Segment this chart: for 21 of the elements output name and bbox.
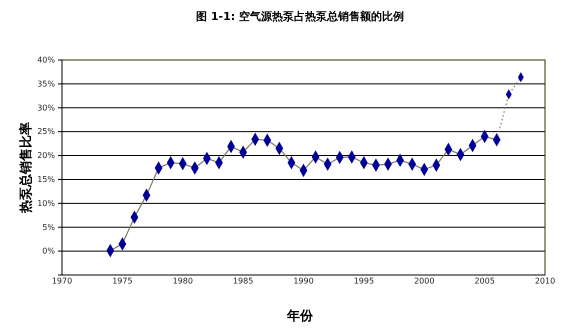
y-tick-label: 20% xyxy=(37,151,56,160)
x-tick-label: 2005 xyxy=(474,276,495,286)
y-tick-label: 25% xyxy=(37,127,56,136)
y-tick-label: 15% xyxy=(37,175,56,184)
x-tick-label: 1975 xyxy=(112,276,133,286)
y-tick-label: 10% xyxy=(37,198,56,208)
x-tick-label: 1995 xyxy=(354,276,374,286)
chart-title: 图 1-1: 空气源热泵占热泵总销售额的比例 xyxy=(196,10,404,23)
x-tick-label: 2000 xyxy=(414,276,434,286)
x-tick-label: 2010 xyxy=(534,276,556,286)
x-tick-label: 1985 xyxy=(232,276,254,286)
x-axis-title: 年份 xyxy=(286,309,314,324)
x-tick-label: 1990 xyxy=(293,276,314,286)
y-tick-label: 0% xyxy=(42,246,56,256)
y-tick-label: 40% xyxy=(37,56,56,65)
y-axis-title: 热泵总销售比率 xyxy=(18,122,34,214)
x-tick-label: 1980 xyxy=(172,276,193,286)
y-tick-label: 35% xyxy=(37,79,56,88)
y-tick-label: 5% xyxy=(42,222,56,232)
y-tick-label: 30% xyxy=(37,103,56,112)
x-tick-label: 1970 xyxy=(52,276,72,286)
